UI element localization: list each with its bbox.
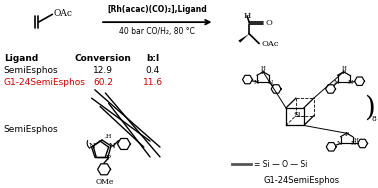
Text: 40 bar CO/H₂, 80 °C: 40 bar CO/H₂, 80 °C [119,27,195,36]
Text: H: H [341,66,346,71]
Text: = Si — O — Si: = Si — O — Si [254,160,308,169]
Text: 11.6: 11.6 [143,78,163,87]
Text: G1-24SemiEsphos: G1-24SemiEsphos [264,176,340,185]
Text: SemiEsphos: SemiEsphos [4,66,58,75]
Text: P: P [344,132,349,137]
Text: O: O [265,19,272,27]
Text: ): ) [364,94,375,121]
Text: Si: Si [293,111,301,119]
Text: 60.2: 60.2 [93,78,113,87]
Text: Conversion: Conversion [74,54,132,63]
Text: OAc: OAc [261,40,279,48]
Text: OAc: OAc [53,9,72,18]
Text: N: N [337,141,342,146]
Text: N: N [89,142,96,150]
Text: N: N [334,80,339,85]
Text: 12.9: 12.9 [93,66,113,75]
Text: N: N [253,80,259,85]
Text: N: N [108,142,115,150]
Text: G1-24SemiEsphos: G1-24SemiEsphos [4,78,85,87]
Text: b:l: b:l [146,54,160,63]
Text: P: P [342,70,345,75]
Text: N: N [351,141,356,146]
Text: N: N [268,80,273,85]
Text: P: P [261,70,265,75]
Text: N: N [348,80,353,85]
Polygon shape [238,34,249,43]
Text: H: H [354,138,359,143]
Text: OMe: OMe [96,178,115,186]
Text: 8: 8 [372,115,377,123]
Text: SemiEsphos: SemiEsphos [4,125,58,134]
Text: ,H: ,H [105,133,112,138]
Text: H: H [261,66,265,71]
Text: Ligand: Ligand [4,54,38,63]
Text: P: P [105,154,111,162]
Text: 0.4: 0.4 [146,66,160,75]
Text: H: H [243,12,251,20]
Text: [Rh(acac)(CO)₂],Ligand: [Rh(acac)(CO)₂],Ligand [107,5,207,14]
